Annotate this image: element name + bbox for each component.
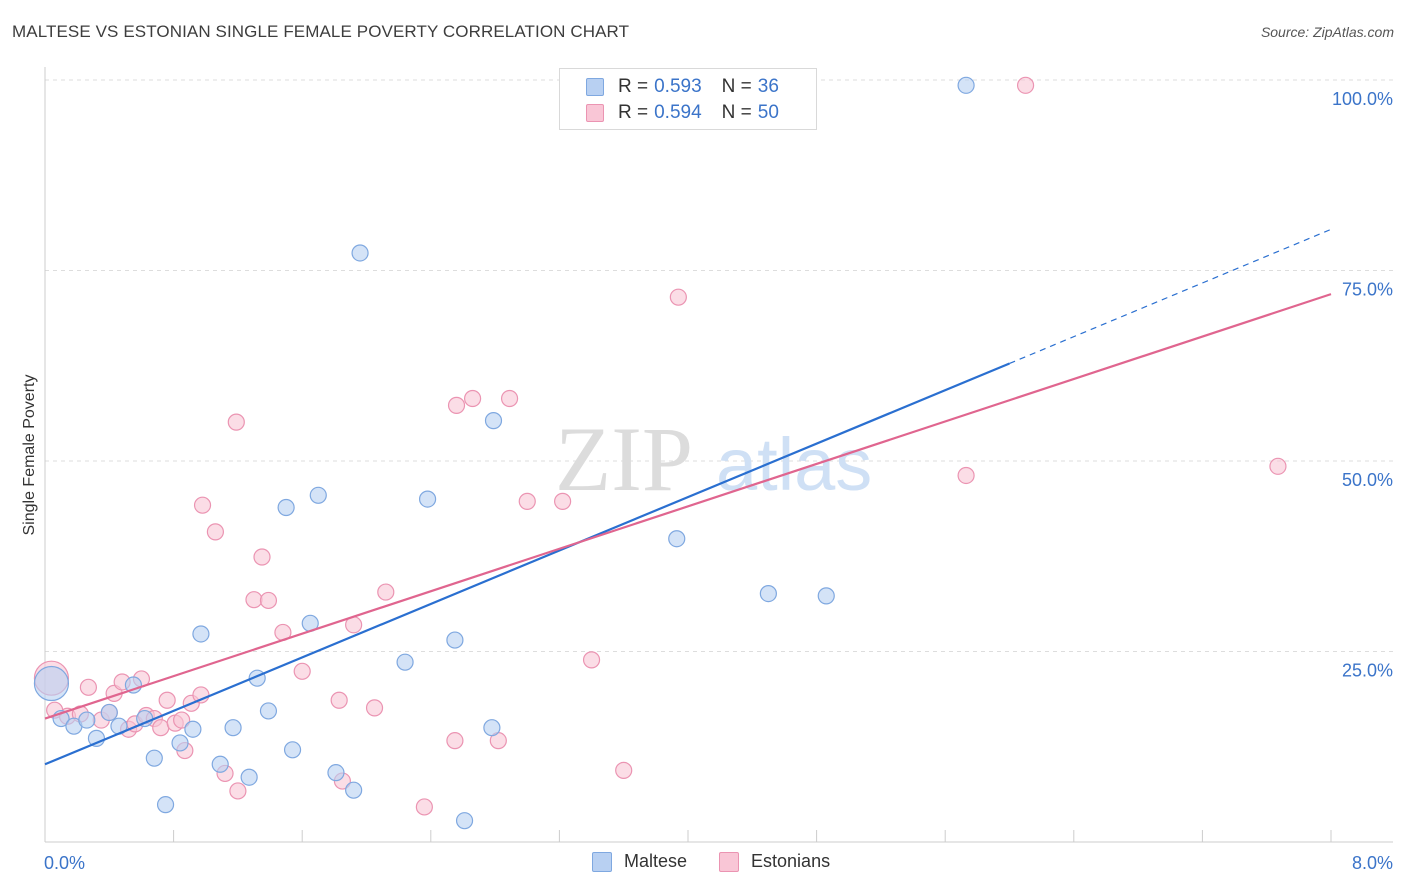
estonian-point: [582, 651, 601, 669]
maltese-point: [817, 587, 835, 605]
maltese-point: [446, 631, 464, 649]
estonian-point: [229, 782, 247, 800]
estonian-point: [193, 496, 212, 514]
legend-label-maltese: Maltese: [624, 851, 688, 871]
x-tick-labels: 0.0% 8.0%: [44, 853, 1393, 873]
watermark-zip: ZIP: [555, 408, 693, 510]
y-tick-label: 100.0%: [1332, 89, 1393, 109]
correlation-legend: R = 0.593 N = 36 R = 0.594 N = 50: [559, 68, 817, 130]
n-label: N =: [721, 102, 752, 123]
x-tick-label: 0.0%: [44, 853, 85, 873]
source-label: Source: ZipAtlas.com: [1260, 24, 1394, 40]
estonian-point: [554, 492, 572, 510]
estonians-swatch: [719, 851, 740, 872]
legend-row-maltese: R = 0.593 N = 36: [586, 75, 779, 99]
watermark-atlas: atlas: [716, 423, 872, 506]
estonian-point: [152, 719, 170, 737]
maltese-point: [171, 734, 189, 752]
n-value: 36: [757, 76, 779, 97]
maltese-point: [957, 76, 975, 94]
estonian-point: [1269, 457, 1287, 475]
x-tick-label: 8.0%: [1352, 853, 1393, 873]
estonian-point: [1016, 76, 1035, 94]
estonian-point: [79, 678, 98, 696]
estonian-point: [669, 288, 687, 306]
series-legend: Maltese Estonians: [592, 851, 862, 872]
estonian-point: [365, 699, 384, 717]
y-tick-labels: 25.0% 50.0% 75.0% 100.0%: [1332, 89, 1393, 681]
maltese-point: [145, 749, 163, 767]
r-value: 0.594: [654, 102, 702, 123]
estonians-swatch: [586, 104, 604, 122]
maltese-point: [277, 498, 295, 517]
maltese-point: [455, 812, 474, 830]
maltese-point: [259, 702, 278, 720]
maltese-point: [184, 720, 202, 738]
maltese-trend-extension: [1009, 228, 1332, 365]
estonian-point: [173, 711, 191, 729]
estonian-point: [259, 591, 278, 610]
r-label: R =: [618, 76, 649, 97]
maltese-point: [283, 741, 302, 759]
y-tick-label: 25.0%: [1342, 661, 1393, 681]
estonian-point: [415, 798, 433, 816]
estonian-point: [447, 396, 466, 414]
maltese-point: [224, 719, 242, 737]
maltese-point: [345, 781, 363, 799]
maltese-point: [484, 412, 503, 430]
maltese-point: [396, 653, 414, 671]
n-value: 50: [757, 102, 779, 123]
n-label: N =: [721, 76, 752, 97]
maltese-point: [418, 490, 437, 508]
estonian-point: [957, 466, 975, 485]
maltese-point: [351, 244, 369, 262]
estonian-point: [227, 413, 245, 431]
maltese-point: [156, 796, 175, 814]
estonian-point: [293, 662, 311, 680]
r-value: 0.593: [654, 76, 702, 97]
axes: [44, 67, 1393, 843]
estonian-point: [158, 691, 176, 709]
maltese-point: [211, 755, 229, 773]
maltese-point: [78, 711, 96, 729]
estonian-point: [330, 691, 348, 709]
maltese-point: [483, 719, 501, 737]
y-tick-label: 75.0%: [1342, 280, 1393, 300]
data-points: [33, 76, 1287, 830]
estonian-point: [253, 548, 271, 566]
maltese-point: [309, 486, 327, 504]
maltese-point: [668, 530, 686, 548]
estonian-point: [377, 583, 395, 601]
estonian-point: [518, 492, 536, 510]
r-label: R =: [618, 102, 649, 123]
estonian-point: [206, 523, 224, 541]
estonian-trend-line: [44, 293, 1332, 720]
legend-row-estonians: R = 0.594 N = 50: [586, 101, 779, 125]
legend-label-estonians: Estonians: [751, 851, 831, 871]
estonian-point: [446, 732, 464, 750]
maltese-point: [240, 768, 258, 786]
estonian-point: [500, 389, 519, 408]
y-tick-label: 50.0%: [1342, 470, 1393, 490]
legend-item-estonians[interactable]: Estonians: [719, 851, 830, 872]
maltese-trend-line: [44, 362, 1010, 766]
grid-lines: [45, 79, 1393, 652]
maltese-point: [327, 764, 345, 782]
estonian-point: [615, 761, 633, 779]
y-axis-label: Single Female Poverty: [21, 374, 38, 536]
estonian-point: [245, 591, 263, 609]
maltese-point: [759, 584, 777, 603]
legend-item-maltese[interactable]: Maltese: [592, 851, 687, 872]
maltese-point: [100, 703, 118, 722]
chart-title: MALTESE VS ESTONIAN SINGLE FEMALE POVERT…: [12, 22, 630, 41]
watermark: ZIP atlas: [555, 408, 872, 510]
estonian-point: [463, 389, 482, 408]
maltese-point: [192, 625, 210, 643]
maltese-point: [33, 665, 70, 702]
maltese-swatch: [592, 851, 612, 872]
maltese-swatch: [586, 78, 604, 96]
trend-lines: [44, 228, 1332, 766]
